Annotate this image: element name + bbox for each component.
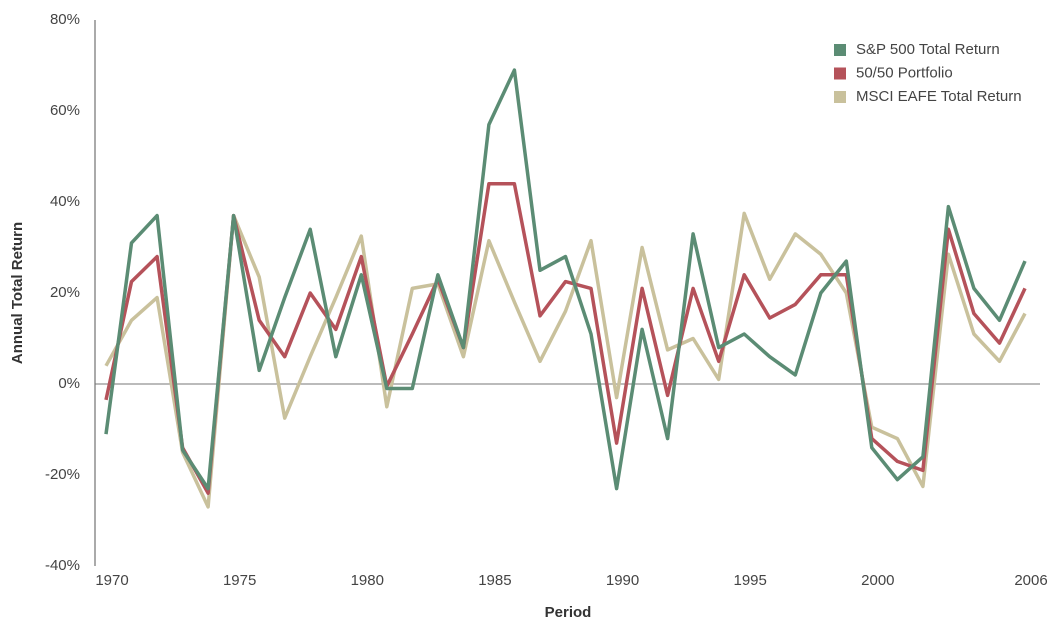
x-tick-label: 1995 — [734, 572, 767, 589]
x-axis-label: Period — [545, 604, 592, 621]
series-line — [104, 211, 1027, 509]
y-tick-label: 20% — [50, 284, 80, 301]
x-tick-label: 1980 — [351, 572, 384, 589]
y-tick-label: 80% — [50, 11, 80, 28]
y-tick-label: 40% — [50, 193, 80, 210]
legend-swatch — [834, 67, 846, 80]
y-tick-label: -40% — [45, 557, 80, 574]
legend-swatch — [834, 44, 846, 56]
x-tick-label: 2000 — [861, 572, 894, 589]
x-tick-label: 1975 — [223, 572, 256, 589]
series-line — [104, 68, 1027, 491]
legend-swatch — [834, 91, 846, 103]
y-tick-label: 0% — [58, 375, 80, 392]
y-axis-label: Annual Total Return — [9, 222, 26, 364]
series-line — [104, 182, 1027, 495]
x-tick-label: 1990 — [606, 572, 639, 589]
x-tick-label: 1985 — [478, 572, 511, 589]
legend-label: 50/50 Portfolio — [856, 64, 953, 81]
y-tick-label: 60% — [50, 102, 80, 119]
y-tick-label: -20% — [45, 466, 80, 483]
legend-label: S&P 500 Total Return — [856, 41, 1000, 58]
legend-label: MSCI EAFE Total Return — [856, 88, 1022, 105]
x-tick-label: 2006 — [1014, 572, 1047, 589]
x-tick-label: 1970 — [95, 572, 128, 589]
